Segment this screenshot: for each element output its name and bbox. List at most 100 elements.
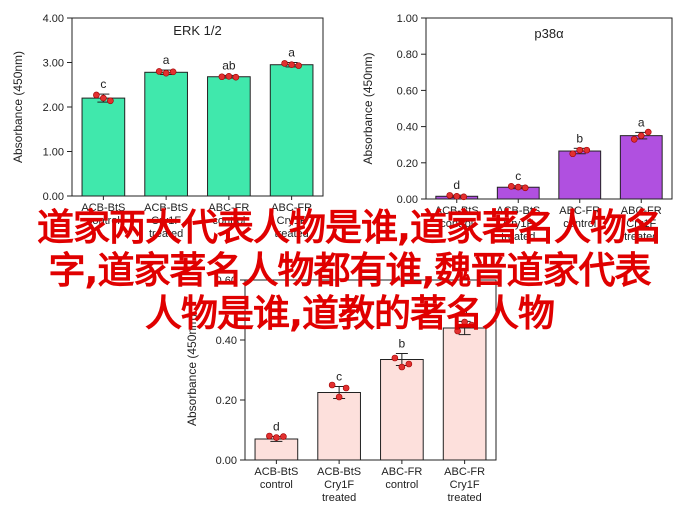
x-tick-label: ACB-BtS (317, 466, 361, 478)
x-tick-label: Cry1F (450, 479, 480, 491)
data-point (576, 146, 584, 154)
data-point (266, 432, 273, 440)
x-tick-label: Cry1F (503, 218, 533, 230)
significance-letter: ab (222, 58, 236, 72)
bar (442, 327, 487, 461)
data-point (162, 69, 170, 77)
data-point (100, 94, 107, 102)
x-tick-label: ABC-FR (208, 202, 249, 214)
x-tick-label: treated (501, 231, 535, 243)
x-tick-label: ACB-BtS (254, 466, 298, 478)
data-point (637, 132, 645, 139)
y-tick-label: 0.60 (397, 85, 418, 97)
x-tick-label: control (563, 218, 596, 230)
data-point (273, 434, 280, 441)
chart-title: p38α (534, 26, 564, 41)
significance-letter: d (273, 420, 280, 434)
data-point (405, 360, 413, 368)
bar (144, 71, 188, 197)
data-point (225, 72, 233, 80)
bar (317, 392, 361, 461)
bar (269, 64, 314, 197)
y-tick-label: 0.20 (216, 395, 237, 407)
data-point (232, 73, 240, 81)
data-point (460, 193, 468, 201)
chart-2: 0.00 0.20 0.40 0.60 0.80 1.00 Absorbance (450n… (361, 13, 673, 243)
x-tick-label: treated (275, 228, 309, 240)
significance-letter: c (515, 169, 521, 183)
y-tick-label: 2.00 (43, 102, 64, 114)
x-tick-label: ACB-BtS (435, 205, 479, 217)
data-point (521, 184, 529, 192)
data-point (169, 68, 177, 76)
y-axis-label: Absorbance (450nm) (361, 52, 375, 164)
data-point (446, 192, 454, 199)
bar (619, 135, 663, 200)
x-tick-label: ABC-FR (559, 205, 600, 217)
bar (254, 438, 299, 461)
y-tick-label: 0.00 (216, 455, 237, 467)
significance-letter: a (163, 53, 170, 67)
data-point (453, 192, 461, 200)
y-tick-label: 0.00 (397, 194, 418, 206)
x-tick-label: ACB-BtS (81, 202, 125, 214)
x-tick-label: treated (149, 228, 183, 240)
data-point (107, 97, 114, 105)
x-tick-label: ABC-FR (381, 466, 422, 478)
y-tick-label: 0.20 (397, 158, 418, 170)
x-tick-label: treated (448, 492, 482, 504)
x-tick-label: ABC-FR (444, 466, 485, 478)
plot-frame (425, 17, 673, 200)
data-point (644, 128, 652, 136)
x-tick-label: ABC-FR (621, 205, 662, 217)
y-tick-label: 4.00 (43, 13, 64, 25)
significance-letter: d (453, 178, 460, 192)
data-point (461, 318, 468, 326)
y-tick-label: 0.40 (216, 335, 237, 347)
x-tick-label: control (260, 479, 293, 491)
data-point (454, 327, 461, 335)
x-tick-label: control (385, 479, 418, 491)
x-tick-label: Cry1F (626, 218, 656, 230)
data-point (583, 146, 591, 154)
chart-1: 0.00 1.00 2.00 3.00 4.00 Absorbance (450nm) ER… (11, 13, 324, 240)
x-tick-label: Cry1F (324, 479, 354, 491)
x-tick-label: Cry1F (277, 215, 307, 227)
y-tick-label: 0.00 (43, 191, 64, 203)
data-point (295, 62, 302, 69)
x-tick-label: treated (322, 492, 356, 504)
data-point (218, 73, 226, 81)
y-axis-label: Absorbance (450nm) (11, 51, 25, 163)
significance-letter: b (576, 131, 583, 145)
headline-line-2: 字,道家著名人物都有谁,魏晋道家代表 (48, 249, 651, 292)
x-tick-label: ABC-FR (271, 202, 312, 214)
x-tick-label: treated (624, 231, 658, 243)
plot-frame (244, 279, 497, 461)
significance-letter: c (336, 370, 342, 384)
bar (558, 150, 602, 200)
x-tick-label: ACB-BtS (144, 202, 188, 214)
headline-line-3: 人物是谁,道教的著名人物 (144, 292, 555, 335)
data-point (288, 61, 295, 69)
significance-letter: b (399, 337, 406, 351)
x-tick-label: ACB-BtS (496, 205, 540, 217)
significance-letter: c (100, 77, 106, 91)
data-point (155, 68, 163, 75)
x-tick-label: Cry1F (151, 215, 181, 227)
x-tick-label: control (212, 215, 245, 227)
data-point (280, 433, 287, 440)
chart-title: ERK 1/2 (173, 23, 221, 38)
data-point (468, 321, 475, 329)
data-point (507, 183, 515, 190)
data-point (281, 60, 288, 67)
data-point (93, 91, 100, 99)
bar (81, 97, 126, 197)
data-point (398, 363, 406, 371)
data-point (514, 183, 522, 191)
y-tick-label: 3.00 (43, 58, 64, 70)
y-axis-label: Absorbance (450nm) (185, 314, 199, 426)
x-tick-label: control (87, 215, 120, 227)
chart-3: 0.00 0.20 0.40 0.60 Absorbance (450nm) d ACB-B… (185, 275, 497, 504)
data-point (328, 381, 336, 389)
